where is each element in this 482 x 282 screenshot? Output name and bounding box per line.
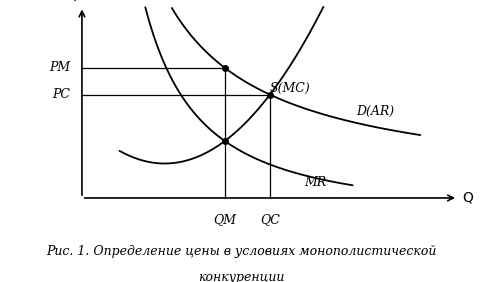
Text: Рис. 1. Определение цены в условиях монополистической: Рис. 1. Определение цены в условиях моно… <box>46 245 436 258</box>
Text: D(AR): D(AR) <box>356 105 394 118</box>
Text: конкуренции: конкуренции <box>198 271 284 282</box>
Text: PМ: PМ <box>49 61 70 74</box>
Text: PС: PС <box>52 88 70 101</box>
Text: QС: QС <box>260 213 280 226</box>
Text: QМ: QМ <box>214 213 236 226</box>
Text: MR: MR <box>304 176 326 189</box>
Text: Q: Q <box>463 191 474 205</box>
Text: P: P <box>73 0 81 5</box>
Text: S(MC): S(MC) <box>270 81 311 94</box>
